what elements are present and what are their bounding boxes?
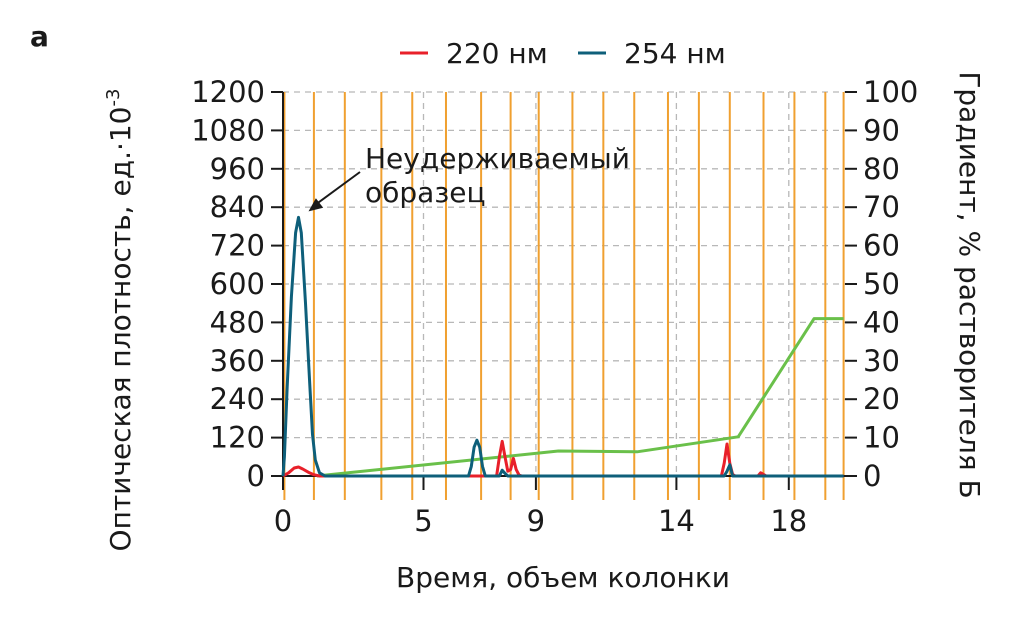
y2-axis-label: Градиент, % растворителя Б (953, 71, 986, 498)
y2-tick-label: 30 (863, 344, 900, 378)
y-axis-ticks: 0 120 240 360 480 600 720 840 960 1080 1200 (191, 75, 283, 493)
y2-tick-label: 40 (863, 305, 900, 339)
y-tick-label: 960 (210, 152, 265, 186)
y2-tick-label: 90 (863, 113, 900, 147)
unretained-sample-annotation: Неудерживаемый образец (308, 142, 630, 212)
legend-label-220: 220 нм (446, 37, 548, 70)
gradient-line (316, 317, 844, 478)
x-tick-label: 14 (658, 504, 695, 538)
y2-tick-label: 20 (863, 382, 900, 416)
x-tick-label: 18 (770, 504, 807, 538)
y-axis-label: Оптическая плотность, ед.·10-3 (103, 89, 137, 552)
series-lines (281, 215, 844, 478)
y-axis-label-text: Оптическая плотность, ед.·10 (104, 107, 137, 552)
y2-tick-label: 80 (863, 152, 900, 186)
y2-tick-label: 60 (863, 229, 900, 263)
annotation-arrow (313, 171, 361, 207)
y-tick-label: 840 (210, 190, 265, 224)
y2-tick-label: 0 (863, 459, 881, 493)
annotation-line-1: Неудерживаемый (365, 142, 630, 175)
legend-label-254: 254 нм (624, 37, 726, 70)
grid (283, 91, 845, 476)
x-tick-label: 0 (274, 504, 292, 538)
x-axis-label: Время, объем колонки (396, 561, 730, 594)
legend: 220 нм 254 нм (400, 37, 726, 70)
y-tick-label: 480 (210, 305, 265, 339)
y-tick-label: 360 (210, 344, 265, 378)
y-tick-label: 720 (210, 229, 265, 263)
annotation-line-2: образец (365, 176, 486, 209)
y2-tick-label: 70 (863, 190, 900, 224)
y-tick-label: 1200 (191, 75, 265, 109)
fraction-lines (283, 92, 845, 500)
y2-tick-label: 50 (863, 267, 900, 301)
x-axis-ticks: 0 5 9 14 18 (274, 476, 807, 538)
y-tick-label: 600 (210, 267, 265, 301)
y2-tick-label: 10 (863, 421, 900, 455)
x-tick-label: 5 (414, 504, 432, 538)
x-tick-label: 9 (527, 504, 545, 538)
y-axis-label-exponent: -3 (103, 89, 124, 107)
series-line-254-нм (281, 215, 844, 478)
y2-axis-ticks: 0 10 20 30 40 50 60 70 80 90 100 (845, 75, 918, 493)
y2-tick-label: 100 (863, 75, 918, 109)
annotation-arrowhead (308, 198, 324, 212)
y-tick-label: 240 (210, 382, 265, 416)
panel-label: a (30, 20, 49, 53)
y-tick-label: 0 (247, 459, 265, 493)
y-tick-label: 1080 (191, 113, 265, 147)
y-tick-label: 120 (210, 421, 265, 455)
